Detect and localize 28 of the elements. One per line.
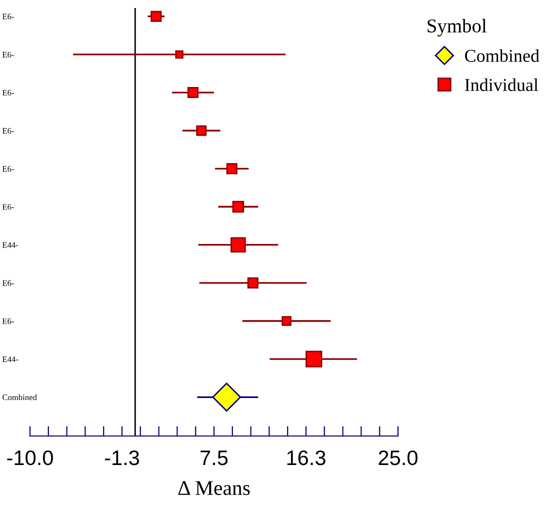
point — [247, 277, 258, 288]
point — [212, 382, 242, 412]
x-axis-title: Δ Means — [178, 481, 250, 496]
legend-title: Symbol — [428, 18, 486, 37]
y-tick-label: E6- — [2, 14, 14, 20]
y-tick-label: E44- — [2, 242, 18, 248]
point — [187, 87, 198, 98]
point — [150, 10, 162, 22]
legend-label: Individual — [464, 78, 538, 92]
y-tick-label: E6- — [2, 90, 14, 96]
y-tick-label: E6- — [2, 318, 14, 324]
point — [196, 125, 207, 136]
y-tick-label: Combined — [2, 394, 37, 400]
y-tick-label: E6- — [2, 52, 14, 58]
x-tick-label: 7.5 — [200, 450, 228, 466]
y-tick-label: E6- — [2, 128, 14, 134]
y-tick-label: E6- — [2, 280, 14, 286]
y-tick-label: E44- — [2, 356, 18, 362]
point — [232, 200, 244, 213]
legend-label: Combined — [465, 49, 540, 62]
point — [226, 163, 238, 174]
x-tick-label: 16.3 — [287, 450, 326, 466]
y-tick-label: E6- — [2, 166, 14, 172]
x-tick-label: -1.3 — [104, 450, 140, 466]
x-tick-label: -10.0 — [7, 450, 53, 466]
y-tick-label: E6- — [2, 204, 14, 210]
point — [282, 316, 292, 326]
x-tick-label: 25.0 — [378, 450, 418, 466]
